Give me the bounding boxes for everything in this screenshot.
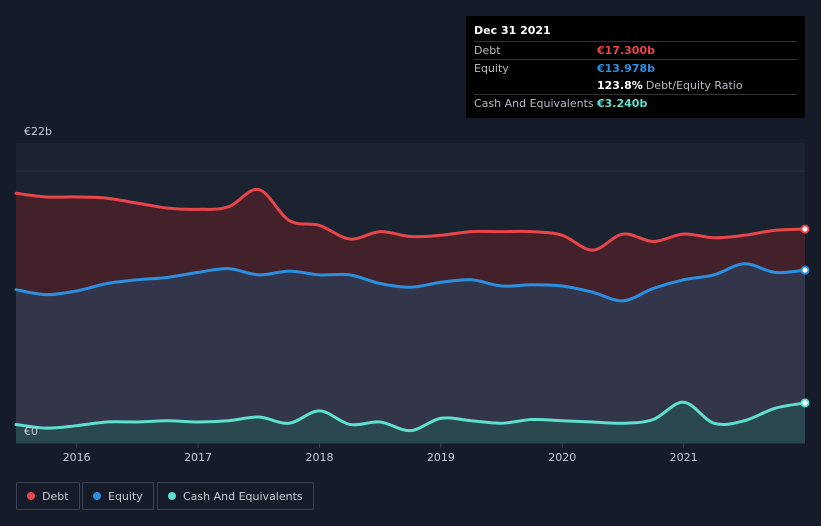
tooltip-row-equity: Equity €13.978b: [474, 59, 797, 77]
tooltip-cash-value: €3.240b: [597, 97, 648, 110]
tooltip-equity-value: €13.978b: [597, 62, 655, 75]
legend-equity-dot-icon: [93, 492, 101, 500]
x-tick-label: 2016: [63, 451, 91, 464]
tooltip-equity-label: Equity: [474, 62, 509, 75]
endpoint-cash: [800, 398, 810, 408]
endpoint-debt: [800, 224, 810, 234]
tooltip-row-cash: Cash And Equivalents €3.240b: [474, 94, 797, 112]
tooltip-row-ratio: 123.8% Debt/Equity Ratio: [474, 77, 797, 94]
tooltip-row-debt: Debt €17.300b: [474, 41, 797, 59]
data-tooltip: Dec 31 2021 Debt €17.300b Equity €13.978…: [466, 16, 805, 118]
area-cash: [16, 402, 805, 443]
tooltip-ratio-spacer: [474, 77, 597, 94]
tooltip-debt-value: €17.300b: [597, 44, 655, 57]
tooltip-cash-label: Cash And Equivalents: [474, 97, 594, 110]
x-axis-ticks: 2016 2017 2018 2019 2020 2021: [63, 443, 698, 464]
line-debt: [14, 188, 807, 252]
x-tick-label: 2021: [670, 451, 698, 464]
legend-debt-label: Debt: [42, 489, 69, 503]
legend-cash-dot-icon: [168, 492, 176, 500]
tooltip-date: Dec 31 2021: [474, 24, 551, 37]
legend-item-equity[interactable]: Equity: [82, 482, 154, 510]
tooltip-ratio-label: Debt/Equity Ratio: [645, 79, 743, 92]
line-equity: [14, 262, 807, 303]
x-tick-label: 2020: [548, 451, 576, 464]
line-cash: [14, 400, 807, 433]
x-tick-label: 2018: [305, 451, 333, 464]
tooltip-debt-label: Debt: [474, 44, 501, 57]
legend-item-cash[interactable]: Cash And Equivalents: [157, 482, 314, 510]
series-lines: [14, 188, 810, 433]
endpoint-equity: [800, 265, 810, 275]
x-tick-label: 2017: [184, 451, 212, 464]
x-tick-label: 2019: [427, 451, 455, 464]
legend-cash-label: Cash And Equivalents: [183, 489, 303, 503]
legend-equity-label: Equity: [108, 489, 143, 503]
tooltip-ratio-value: 123.8%: [597, 79, 643, 92]
legend-debt-dot-icon: [27, 492, 35, 500]
legend-item-debt[interactable]: Debt: [16, 482, 80, 510]
area-equity: [16, 263, 805, 443]
y-tick-label-max: €22b: [24, 125, 52, 138]
series-areas: [16, 189, 805, 443]
y-tick-label-zero: €0: [24, 425, 38, 438]
